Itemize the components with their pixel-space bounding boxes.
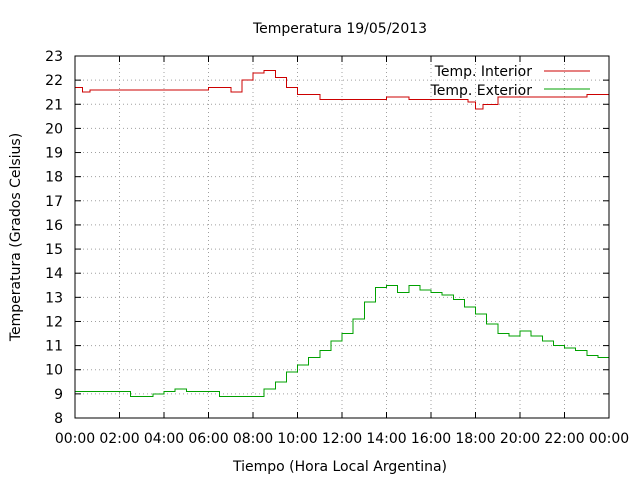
y-tick-label: 21 — [45, 97, 63, 113]
series-line-0 — [75, 70, 609, 110]
x-tick-label: 00:00 — [589, 431, 629, 447]
y-tick-label: 13 — [45, 290, 63, 306]
x-tick-label: 12:00 — [322, 431, 362, 447]
x-tick-label: 14:00 — [366, 431, 406, 447]
grid-lines — [75, 56, 609, 418]
x-tick-label: 22:00 — [544, 431, 584, 447]
y-tick-label: 22 — [45, 73, 63, 89]
x-tick-label: 06:00 — [188, 431, 228, 447]
y-tick-label: 10 — [45, 363, 63, 379]
y-tick-label: 20 — [45, 121, 63, 137]
y-tick-label: 11 — [45, 339, 63, 355]
x-tick-label: 10:00 — [277, 431, 317, 447]
series-line-1 — [75, 284, 610, 397]
x-tick-label: 04:00 — [144, 431, 184, 447]
x-tick-label: 20:00 — [500, 431, 540, 447]
y-tick-label: 15 — [45, 242, 63, 258]
chart-title: Temperatura 19/05/2013 — [252, 21, 427, 37]
y-tick-label: 8 — [54, 411, 63, 427]
legend-label-exterior: Temp. Exterior — [430, 83, 533, 99]
x-tick-label: 16:00 — [411, 431, 451, 447]
series-lines — [75, 70, 610, 397]
x-axis-label: Tiempo (Hora Local Argentina) — [232, 459, 447, 475]
y-axis-label: Temperatura (Grados Celsius) — [8, 133, 24, 342]
y-tick-label: 17 — [45, 194, 63, 210]
y-tick-label: 18 — [45, 170, 63, 186]
y-tick-label: 16 — [45, 218, 63, 234]
y-tick-label: 14 — [45, 266, 63, 282]
legend: Temp. Interior Temp. Exterior — [430, 64, 590, 99]
y-tick-label: 9 — [54, 387, 63, 403]
x-tick-label: 08:00 — [233, 431, 273, 447]
y-tick-label: 23 — [45, 49, 63, 65]
y-tick-label: 19 — [45, 146, 63, 162]
x-tick-label: 00:00 — [55, 431, 95, 447]
x-tick-label: 18:00 — [455, 431, 495, 447]
x-tick-label: 02:00 — [99, 431, 139, 447]
y-tick-label: 12 — [45, 314, 63, 330]
legend-label-interior: Temp. Interior — [434, 64, 533, 80]
